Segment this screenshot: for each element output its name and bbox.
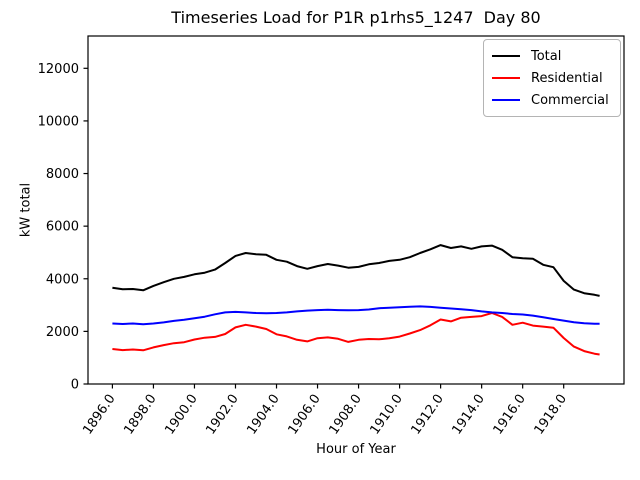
y-tick-label: 4000 xyxy=(46,272,79,287)
x-tick-label: 1912.0 xyxy=(409,392,447,438)
axes-spines xyxy=(87,35,625,385)
y-tick-label: 0 xyxy=(71,378,79,393)
x-tick-label: 1914.0 xyxy=(450,392,488,438)
series-line-commercial xyxy=(112,305,600,326)
x-tick-label: 1916.0 xyxy=(491,392,529,438)
legend-item-total: Total xyxy=(492,45,612,67)
legend-label: Residential xyxy=(531,70,603,86)
series-line-residential xyxy=(112,312,600,356)
legend-label: Total xyxy=(531,48,562,64)
x-axis-label: Hour of Year xyxy=(316,442,396,457)
legend-line-swatch xyxy=(492,99,520,101)
legend-line-swatch xyxy=(492,77,520,79)
x-tick-label: 1898.0 xyxy=(121,392,159,438)
legend-item-commercial: Commercial xyxy=(492,89,612,111)
y-tick-label: 12000 xyxy=(38,62,79,77)
x-tick-label: 1896.0 xyxy=(80,392,118,438)
y-tick-label: 8000 xyxy=(46,167,79,182)
legend-label: Commercial xyxy=(531,92,609,108)
x-tick-label: 1908.0 xyxy=(326,392,364,438)
x-tick-label: 1906.0 xyxy=(285,392,323,438)
legend-item-residential: Residential xyxy=(492,67,612,89)
y-tick-label: 2000 xyxy=(46,325,79,340)
x-tick-label: 1910.0 xyxy=(367,392,405,438)
x-tick-label: 1902.0 xyxy=(203,392,241,438)
x-tick-label: 1904.0 xyxy=(244,392,282,438)
legend-line-swatch xyxy=(492,55,520,57)
x-tick-label: 1918.0 xyxy=(532,392,570,438)
x-tick-label: 1900.0 xyxy=(162,392,200,438)
y-tick-label: 6000 xyxy=(46,220,79,235)
y-tick-label: 10000 xyxy=(38,114,79,129)
legend: Total Residential Commercial xyxy=(483,39,621,117)
chart-title: Timeseries Load for P1R p1rhs5_1247 Day … xyxy=(171,8,541,27)
series-line-total xyxy=(112,244,600,297)
